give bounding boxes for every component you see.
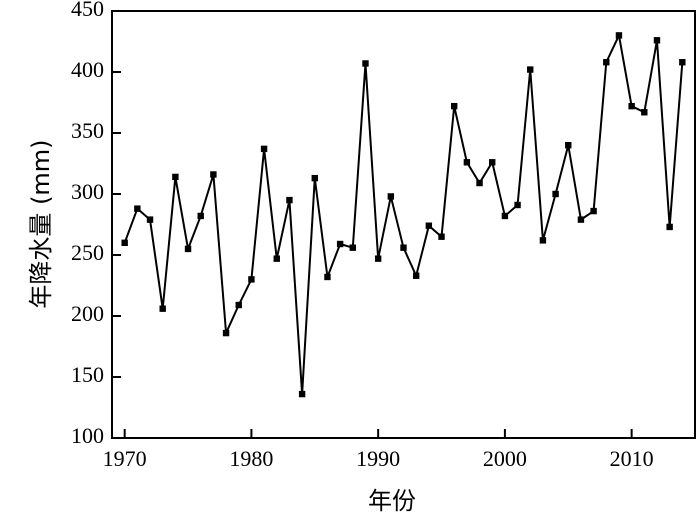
data-point-1999 xyxy=(489,159,496,166)
data-point-1983 xyxy=(286,196,293,204)
y-tick-label: 200 xyxy=(71,301,104,326)
x-tick-label: 1980 xyxy=(229,446,273,471)
data-point-1974 xyxy=(172,173,179,181)
y-axis-ticks: 100 150 200 250 300 350 400 450 xyxy=(71,0,121,448)
data-point-2008 xyxy=(603,59,610,66)
data-point-1987 xyxy=(336,240,344,248)
data-point-2014 xyxy=(679,59,686,66)
x-tick-label: 2000 xyxy=(483,446,527,471)
series-line xyxy=(123,32,684,395)
y-tick-label: 300 xyxy=(71,179,104,204)
y-tick-label: 350 xyxy=(71,118,104,143)
x-axis-ticks: 1970 1980 1990 2000 2010 xyxy=(103,429,654,471)
data-point-1998 xyxy=(476,179,483,187)
x-axis-title: 年份 xyxy=(368,487,416,515)
data-point-1980 xyxy=(248,276,255,283)
data-point-1991 xyxy=(387,193,395,200)
data-point-1979 xyxy=(235,301,242,309)
data-point-1984 xyxy=(298,390,306,398)
y-tick-label: 450 xyxy=(71,0,104,21)
data-point-1981 xyxy=(260,145,268,153)
data-point-1971 xyxy=(134,205,141,212)
data-point-2011 xyxy=(641,109,648,116)
data-point-2004 xyxy=(552,190,559,198)
data-point-1977 xyxy=(210,171,217,178)
data-point-2006 xyxy=(577,216,585,223)
y-tick-label: 150 xyxy=(71,362,104,387)
data-point-1990 xyxy=(374,255,382,262)
data-point-2009 xyxy=(615,32,623,39)
data-point-1985 xyxy=(311,174,318,182)
data-point-1973 xyxy=(159,305,166,312)
data-point-1996 xyxy=(450,102,458,110)
x-tick-label: 2010 xyxy=(610,446,654,471)
data-point-1976 xyxy=(197,212,204,220)
y-axis-title: 年降水量 (mm) xyxy=(27,139,55,308)
data-point-2001 xyxy=(514,201,521,209)
data-point-2000 xyxy=(501,212,509,220)
data-point-1982 xyxy=(273,255,280,262)
data-point-2013 xyxy=(666,223,673,231)
data-point-1995 xyxy=(438,233,445,240)
data-point-2007 xyxy=(590,207,597,215)
data-point-1989 xyxy=(362,60,369,67)
data-point-2003 xyxy=(539,237,547,244)
plot-frame xyxy=(111,10,696,439)
data-point-1997 xyxy=(463,159,471,166)
y-tick-label: 400 xyxy=(71,57,104,82)
data-point-2010 xyxy=(628,102,635,110)
data-point-1970 xyxy=(121,239,128,246)
series-layer xyxy=(121,32,686,398)
x-tick-label: 1970 xyxy=(103,446,147,471)
data-point-2005 xyxy=(565,142,572,149)
data-point-1992 xyxy=(400,244,407,251)
y-tick-label: 250 xyxy=(71,240,104,265)
data-point-1993 xyxy=(412,272,420,279)
data-point-2002 xyxy=(527,66,534,73)
data-point-1994 xyxy=(425,222,433,229)
data-point-1978 xyxy=(222,329,230,337)
data-point-2012 xyxy=(653,37,661,44)
data-point-1972 xyxy=(146,216,154,223)
data-point-1986 xyxy=(324,273,331,281)
data-point-1975 xyxy=(184,245,192,253)
data-point-1988 xyxy=(349,244,357,251)
x-tick-label: 1990 xyxy=(356,446,400,471)
y-tick-label: 100 xyxy=(71,423,104,448)
